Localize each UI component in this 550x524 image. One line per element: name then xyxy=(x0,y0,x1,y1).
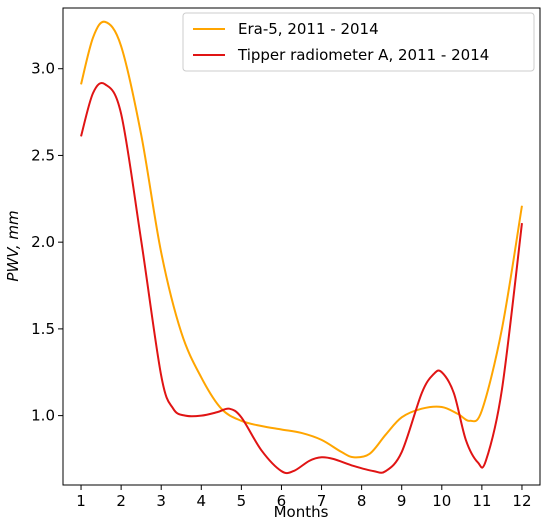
x-tick-label: 5 xyxy=(237,492,247,510)
legend-label-tipper: Tipper radiometer A, 2011 - 2014 xyxy=(237,46,489,64)
x-tick-label: 4 xyxy=(197,492,207,510)
legend-label-era5: Era-5, 2011 - 2014 xyxy=(238,20,379,38)
x-tick-label: 2 xyxy=(116,492,126,510)
x-axis-label: Months xyxy=(274,503,329,521)
y-axis-ticks: 1.0 1.5 2.0 2.5 3.0 xyxy=(31,60,63,425)
y-tick-label: 2.5 xyxy=(31,146,55,164)
legend-box xyxy=(182,12,535,72)
x-tick-label: 3 xyxy=(156,492,166,510)
series-line-tipper xyxy=(80,82,523,475)
plot-frame xyxy=(62,7,541,486)
y-tick-label: 3.0 xyxy=(31,60,55,78)
x-tick-label: 12 xyxy=(512,492,531,510)
series-layer xyxy=(80,20,523,475)
x-axis-ticks: 1 2 3 4 5 6 7 8 9 10 11 12 xyxy=(76,485,532,510)
x-tick-label: 9 xyxy=(397,492,407,510)
legend: Era-5, 2011 - 2014 Tipper radiometer A, … xyxy=(182,12,535,72)
x-tick-label: 7 xyxy=(317,492,327,510)
y-tick-label: 1.0 xyxy=(31,407,55,425)
series-line-era5 xyxy=(80,20,523,459)
x-tick-label: 10 xyxy=(432,492,451,510)
x-tick-label: 1 xyxy=(76,492,86,510)
y-tick-label: 1.5 xyxy=(31,320,55,338)
y-axis-label: PWV, mm xyxy=(4,210,22,281)
x-tick-label: 6 xyxy=(277,492,287,510)
y-tick-label: 2.0 xyxy=(31,233,55,251)
x-tick-label: 11 xyxy=(472,492,491,510)
x-tick-label: 8 xyxy=(357,492,367,510)
